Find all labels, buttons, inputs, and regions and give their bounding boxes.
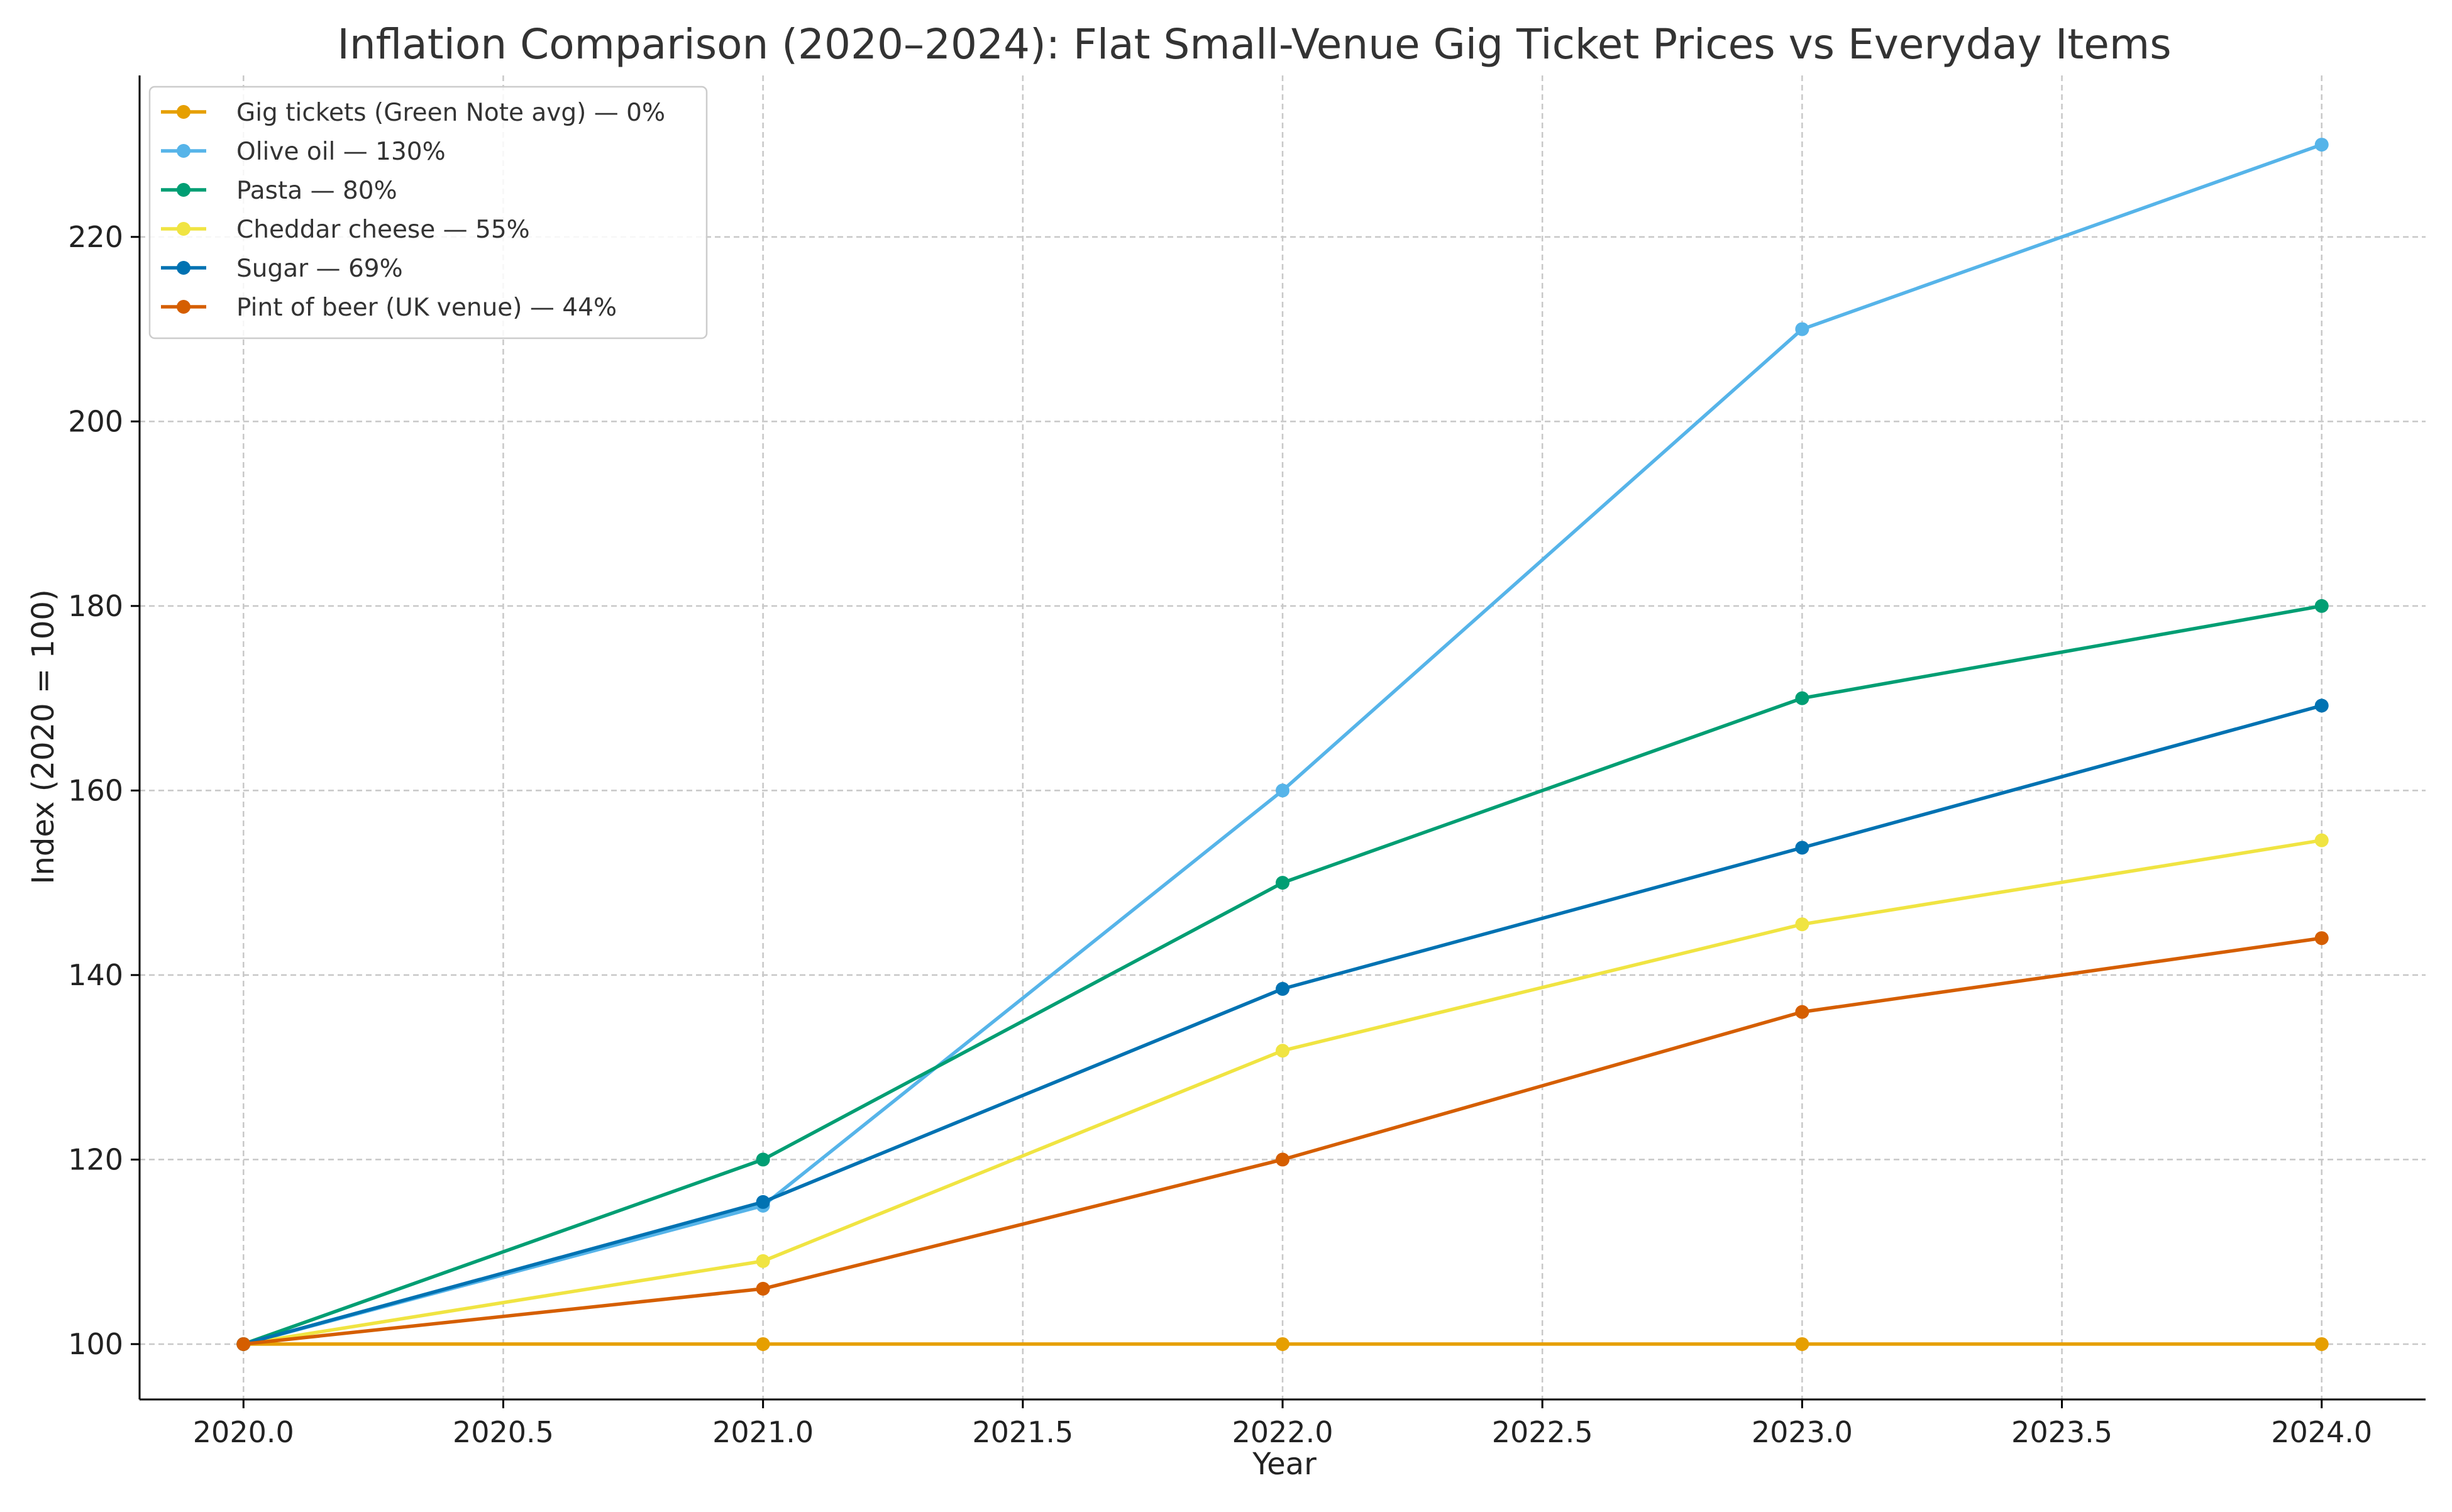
legend-item: Pasta — 80%: [161, 177, 397, 205]
data-point: [2314, 931, 2329, 946]
data-point: [756, 1152, 770, 1167]
data-point: [1795, 1337, 1809, 1351]
legend-swatch-marker: [177, 222, 191, 236]
legend-label: Sugar — 69%: [236, 255, 403, 283]
legend-label: Olive oil — 130%: [236, 138, 446, 166]
data-point: [756, 1337, 770, 1351]
data-point: [236, 1337, 251, 1351]
legend-swatch-marker: [177, 261, 191, 275]
legend-swatch-marker: [177, 144, 191, 158]
series-lines: [236, 138, 2329, 1351]
legend-item: Gig tickets (Green Note avg) — 0%: [161, 99, 665, 127]
legend-label: Gig tickets (Green Note avg) — 0%: [236, 99, 665, 127]
y-tick-label: 160: [68, 773, 123, 807]
data-point: [1276, 783, 1290, 798]
legend-item: Cheddar cheese — 55%: [161, 216, 530, 244]
data-point: [1795, 1005, 1809, 1019]
x-tick-label: 2023.5: [2011, 1415, 2112, 1449]
y-axis-label: Index (2020 = 100): [26, 589, 61, 884]
legend-item: Olive oil — 130%: [161, 138, 446, 166]
data-point: [2314, 1337, 2329, 1351]
x-tick-label: 2020.0: [193, 1415, 294, 1449]
data-point: [756, 1195, 770, 1209]
y-tick-label: 100: [68, 1327, 123, 1361]
legend-item: Sugar — 69%: [161, 255, 403, 283]
data-point: [756, 1281, 770, 1296]
data-point: [1276, 981, 1290, 996]
y-tick-label: 200: [68, 404, 123, 438]
series-5: [236, 931, 2329, 1351]
data-point: [1276, 1337, 1290, 1351]
x-axis-label: Year: [1252, 1447, 1317, 1482]
x-tick-label: 2024.0: [2271, 1415, 2372, 1449]
legend: Gig tickets (Green Note avg) — 0% Olive o…: [148, 86, 708, 339]
x-tick-label: 2021.0: [712, 1415, 814, 1449]
legend-swatch-marker: [177, 183, 191, 197]
legend-swatch-marker: [177, 105, 191, 119]
x-tick-label: 2022.5: [1492, 1415, 1593, 1449]
data-point: [1795, 691, 1809, 705]
chart-title: Inflation Comparison (2020–2024): Flat S…: [337, 20, 2171, 69]
legend-label: Pint of beer (UK venue) — 44%: [236, 294, 617, 322]
y-tick-label: 120: [68, 1142, 123, 1176]
legend-item: Pint of beer (UK venue) — 44%: [161, 294, 617, 322]
x-tick-label: 2020.5: [453, 1415, 554, 1449]
legend-swatch-marker: [177, 300, 191, 314]
data-point: [1795, 841, 1809, 855]
data-point: [2314, 833, 2329, 847]
data-point: [1276, 1152, 1290, 1167]
data-point: [2314, 599, 2329, 613]
data-point: [1276, 876, 1290, 890]
data-point: [2314, 138, 2329, 152]
data-point: [1795, 322, 1809, 336]
x-tick-label: 2023.0: [1752, 1415, 1853, 1449]
y-tick-label: 220: [68, 220, 123, 254]
series-0: [236, 1337, 2329, 1351]
data-point: [1795, 917, 1809, 932]
legend-box: [148, 86, 708, 339]
axes: 2020.0 2020.5 2021.0 2021.5 2022.0 2022.5 2023…: [68, 75, 2426, 1449]
y-tick-label: 140: [68, 958, 123, 992]
y-tick-label: 180: [68, 589, 123, 623]
legend-label: Cheddar cheese — 55%: [236, 216, 530, 244]
data-point: [2314, 698, 2329, 713]
x-tick-label: 2022.0: [1232, 1415, 1334, 1449]
data-point: [1276, 1044, 1290, 1058]
data-point: [756, 1254, 770, 1268]
legend-label: Pasta — 80%: [236, 177, 397, 205]
x-tick-label: 2021.5: [972, 1415, 1073, 1449]
